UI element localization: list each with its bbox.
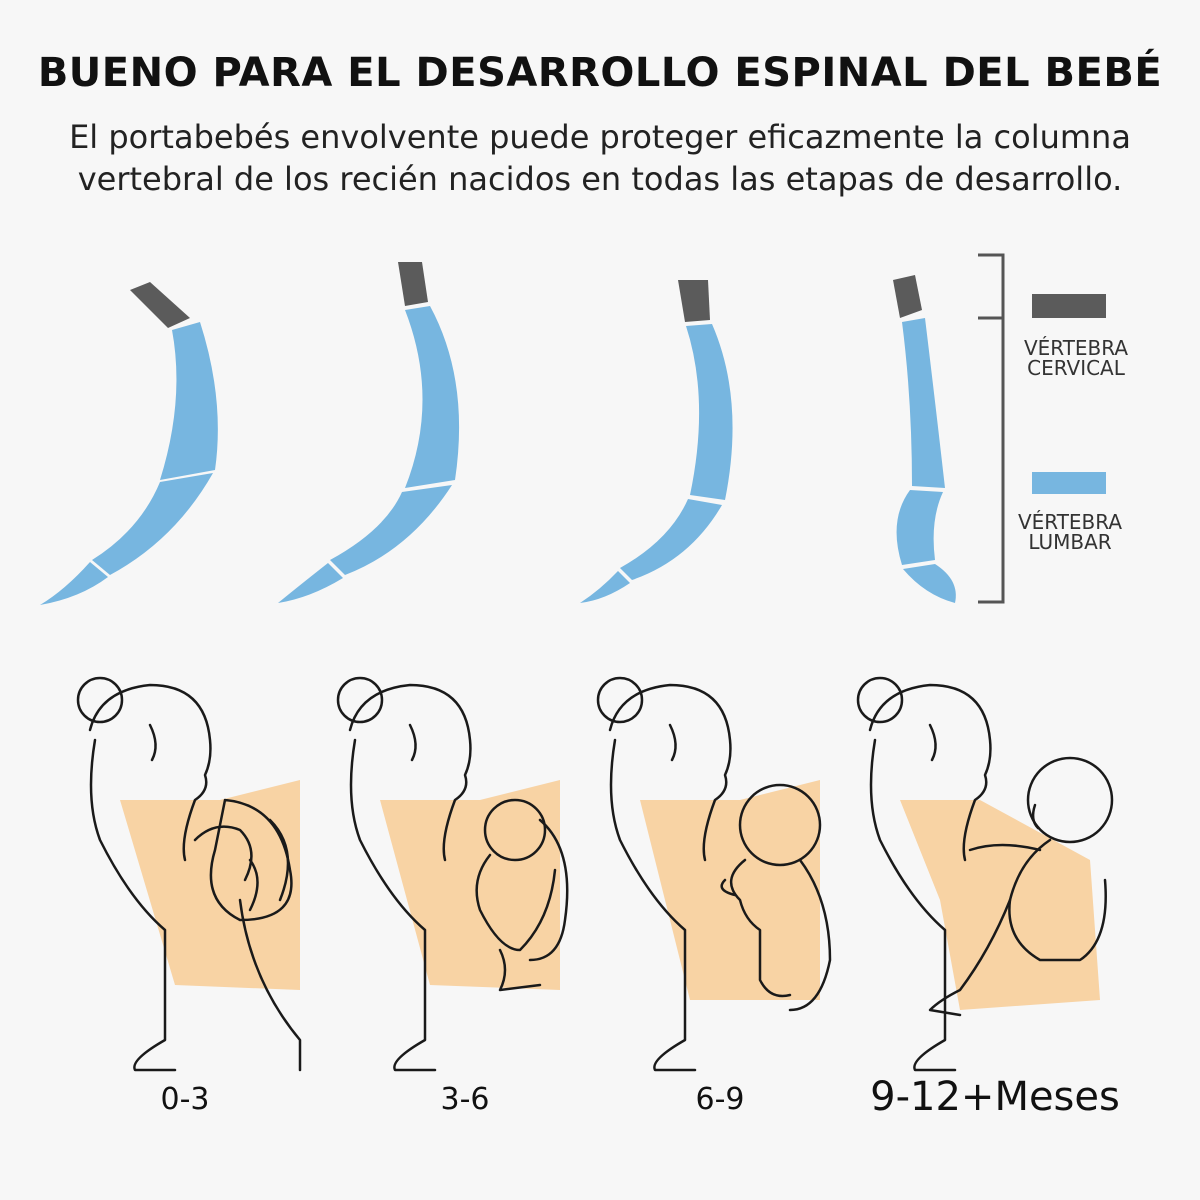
- legend-lumbar-swatch: [1032, 472, 1106, 494]
- legend-bracket: [978, 253, 1005, 604]
- spine-stage-2: [278, 262, 460, 603]
- mother-baby-figure-4: [856, 676, 1114, 1072]
- spine-stage-1: [40, 282, 218, 605]
- age-label-stage-3: 6-9: [695, 1082, 745, 1117]
- lumbar-segment: [405, 306, 460, 488]
- cervical-segment: [130, 282, 190, 328]
- legend-cervical-label: VÉRTEBRA CERVICAL: [1023, 336, 1129, 380]
- lumbar-segment: [160, 322, 218, 480]
- lumbar-segment: [902, 318, 945, 488]
- mother-baby-figure-2: [336, 676, 569, 1072]
- lumbar-segment: [40, 562, 108, 605]
- age-label-stage-2: 3-6: [440, 1082, 490, 1117]
- page-title: BUENO PARA EL DESARROLLO ESPINAL DEL BEB…: [37, 50, 1163, 96]
- spine-stage-4: [893, 275, 956, 603]
- age-label-stage-4: 9-12+Meses: [870, 1074, 1120, 1120]
- lumbar-segment: [620, 499, 722, 580]
- legend-lumbar-label: VÉRTEBRA LUMBAR: [1017, 510, 1123, 554]
- mother-baby-figure-3: [596, 676, 832, 1072]
- cervical-segment: [893, 275, 922, 318]
- lumbar-segment: [278, 563, 343, 603]
- mother-baby-figure-1: [76, 676, 302, 1072]
- cervical-segment: [678, 280, 710, 322]
- lumbar-segment: [92, 473, 213, 575]
- lumbar-segment: [903, 564, 956, 603]
- lumbar-segment: [896, 490, 943, 565]
- spine-stage-3: [580, 280, 733, 603]
- lumbar-segment: [330, 485, 452, 575]
- page-subtitle: El portabebés envolvente puede proteger …: [69, 118, 1131, 198]
- cervical-segment: [398, 262, 428, 306]
- lumbar-segment: [580, 571, 630, 603]
- lumbar-segment: [686, 324, 733, 500]
- age-label-stage-1: 0-3: [160, 1082, 210, 1117]
- legend-cervical-swatch: [1032, 294, 1106, 318]
